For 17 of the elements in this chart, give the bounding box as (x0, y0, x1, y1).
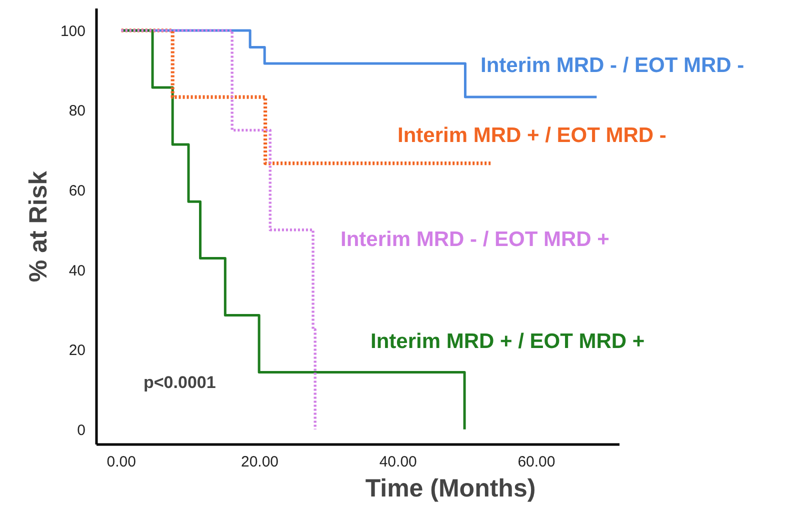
series-label: Interim MRD - / EOT MRD - (480, 54, 744, 77)
x-tick-label: 20.00 (240, 454, 279, 470)
series-label: Interim MRD + / EOT MRD - (398, 124, 666, 147)
x-tick-label: 0.00 (106, 454, 136, 470)
y-tick-label: 60 (68, 182, 86, 200)
y-tick-label: 40 (68, 262, 86, 280)
y-tick-label: 20 (68, 342, 86, 360)
series-label: Interim MRD - / EOT MRD + (340, 228, 610, 251)
series-label: Interim MRD + / EOT MRD + (370, 330, 645, 353)
y-tick-label: 100 (60, 22, 86, 40)
y-tick-label: 0 (77, 422, 86, 439)
y-axis-title: % at Risk (24, 170, 52, 282)
x-tick-label: 60.00 (518, 454, 556, 470)
annotation: p<0.0001 (144, 373, 216, 392)
x-axis-title: Time (Months) (365, 474, 536, 502)
y-tick-label: 80 (68, 102, 86, 120)
x-tick-label: 40.00 (379, 454, 417, 470)
